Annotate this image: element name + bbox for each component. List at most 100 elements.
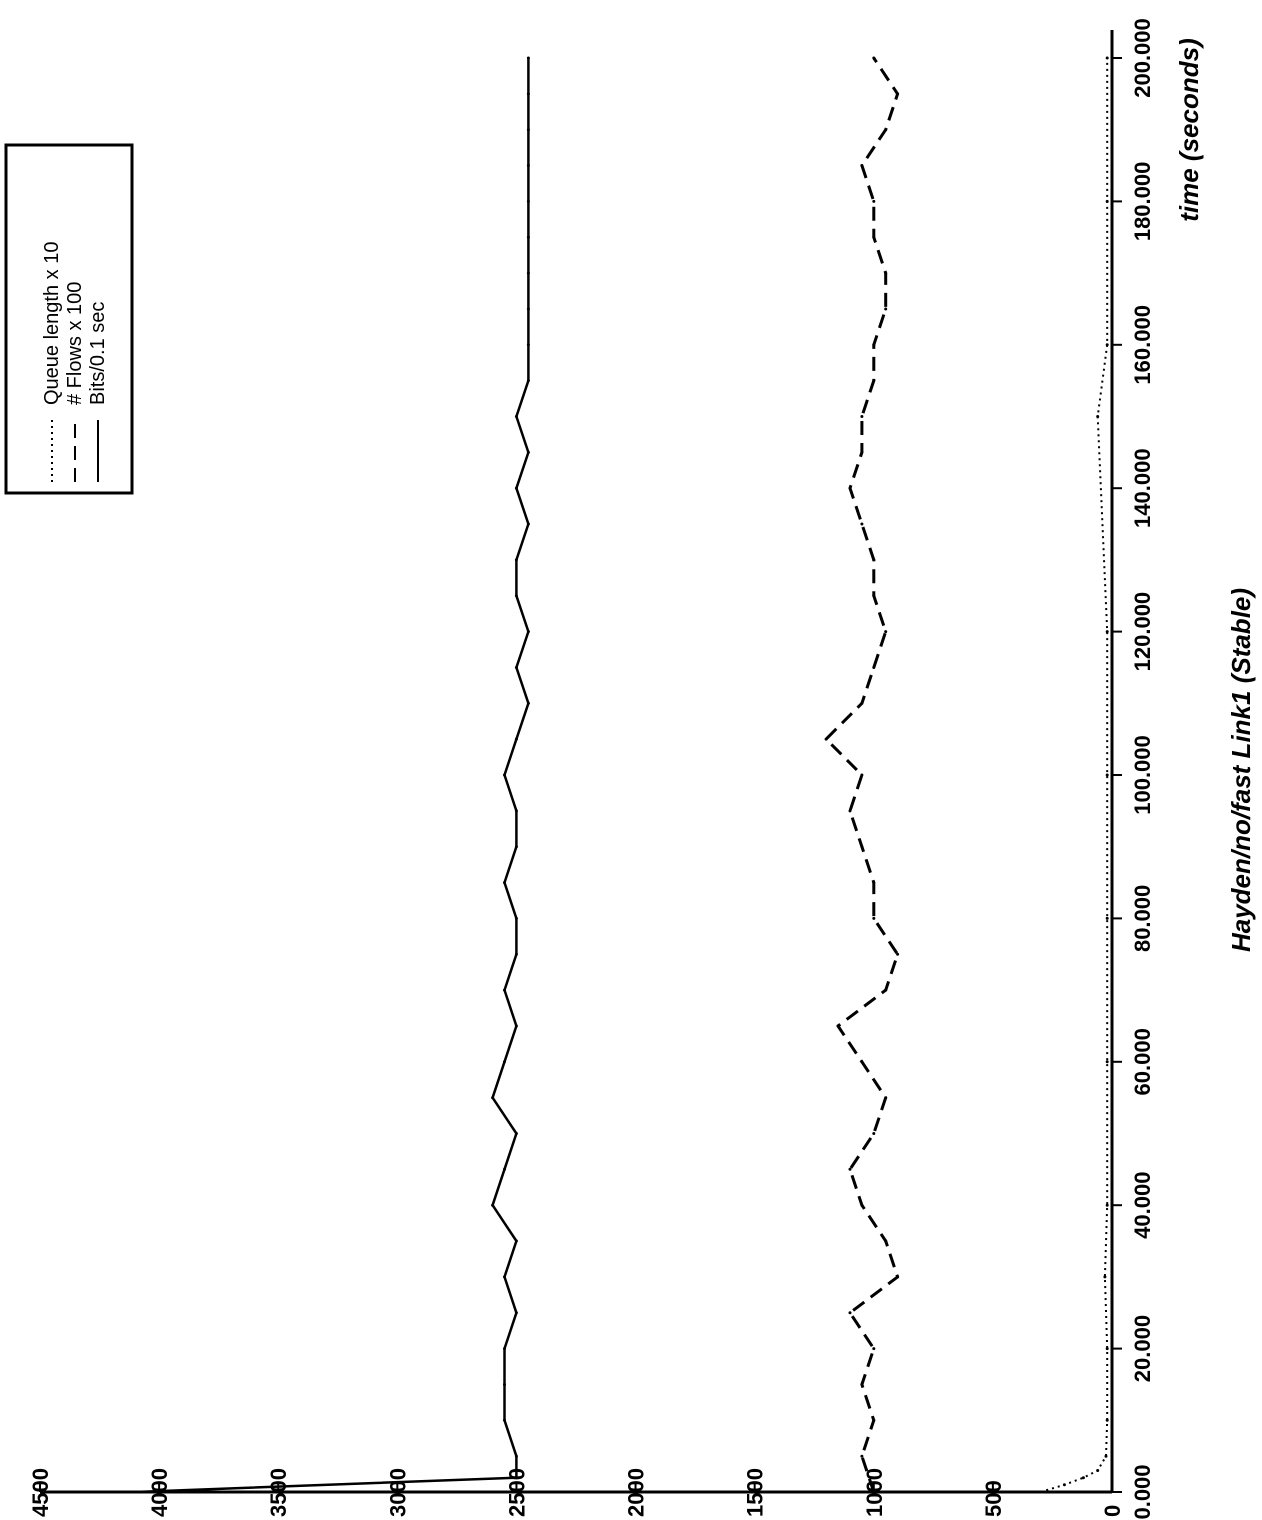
series-0-point xyxy=(1096,1469,1100,1472)
series-1-point xyxy=(872,379,876,383)
series-2-point xyxy=(514,666,518,669)
series-0-point xyxy=(1105,199,1109,203)
series-line-0 xyxy=(1040,58,1109,1493)
series-2-point xyxy=(514,1311,518,1315)
series-1-point xyxy=(896,1275,900,1279)
series-2-point xyxy=(514,737,518,741)
series-1-point xyxy=(884,630,888,634)
series-2-point xyxy=(503,1347,506,1351)
series-0-point xyxy=(1105,1203,1109,1207)
series-2-point xyxy=(514,1132,518,1135)
series-2-point xyxy=(503,1167,506,1171)
series-2-point xyxy=(514,486,518,490)
value-tick-label: 3500 xyxy=(266,1468,291,1517)
series-2-point xyxy=(514,415,518,418)
series-2-point xyxy=(526,235,530,239)
time-tick-label: 0.000 xyxy=(1130,1464,1155,1519)
series-2-point xyxy=(526,128,530,132)
series-1-point xyxy=(872,666,876,669)
legend: Queue length x 10 # Flows x 100 Bits/0.1… xyxy=(4,143,134,495)
value-tick-label: 3000 xyxy=(385,1468,410,1517)
series-1-point xyxy=(872,1418,876,1422)
series-2-point xyxy=(526,56,530,60)
series-1-point xyxy=(860,1454,864,1458)
series-2-point xyxy=(526,450,530,454)
series-2-point xyxy=(526,164,530,167)
x-axis-title: time (seconds) xyxy=(1174,38,1204,222)
time-tick-label: 100.000 xyxy=(1130,735,1155,815)
series-1-point xyxy=(860,1203,864,1207)
series-2-point xyxy=(514,1239,518,1243)
time-tick-label: 140.000 xyxy=(1130,448,1155,528)
legend-label-flows: # Flows x 100 xyxy=(64,282,86,405)
series-2-point xyxy=(503,1383,506,1386)
value-tick-label: 500 xyxy=(981,1480,1006,1517)
series-2-point xyxy=(526,307,530,311)
time-tick-label: 120.000 xyxy=(1130,592,1155,672)
series-0-point xyxy=(1039,1490,1042,1494)
series-2-point xyxy=(526,92,530,96)
value-tick-label: 2000 xyxy=(624,1468,649,1517)
legend-label-bits: Bits/0.1 sec xyxy=(87,302,109,405)
time-tick-label: 40.000 xyxy=(1130,1172,1155,1239)
time-tick-label: 60.000 xyxy=(1130,1028,1155,1095)
series-1-point xyxy=(884,1096,888,1100)
series-2-point xyxy=(526,343,530,347)
series-2-point xyxy=(503,988,506,992)
series-2-point xyxy=(514,1454,518,1458)
series-2-point xyxy=(514,952,518,956)
series-1-point xyxy=(872,199,876,203)
series-0-point xyxy=(1081,1476,1085,1480)
series-2-point xyxy=(503,881,506,885)
series-2-point xyxy=(503,773,506,777)
series-2-point xyxy=(514,845,518,849)
series-1-point xyxy=(848,809,852,813)
value-tick-label: 4500 xyxy=(28,1468,53,1517)
series-1-point xyxy=(860,522,864,526)
series-2-point xyxy=(514,1476,518,1480)
series-2-point xyxy=(526,379,530,383)
series-1-point xyxy=(860,450,864,454)
series-line-1 xyxy=(824,57,900,1493)
series-1-point xyxy=(896,952,900,956)
series-1-point xyxy=(872,1132,876,1135)
series-1-point xyxy=(824,737,828,741)
series-0-point xyxy=(1105,630,1109,634)
series-0-point xyxy=(1105,56,1109,60)
series-1-point xyxy=(860,701,864,705)
series-2-point xyxy=(514,558,518,562)
series-0-point xyxy=(1104,1454,1108,1458)
time-tick-label: 80.000 xyxy=(1130,885,1155,952)
series-2-point xyxy=(514,809,518,813)
series-1-point xyxy=(872,558,876,562)
series-1-point xyxy=(860,773,864,777)
series-1-point xyxy=(860,845,864,849)
legend-label-queue: Queue length x 10 xyxy=(41,242,63,405)
time-tick-label: 160.000 xyxy=(1130,305,1155,385)
series-1-point xyxy=(872,594,876,598)
series-2-point xyxy=(526,199,530,203)
series-1-point xyxy=(884,988,888,992)
series-0-point xyxy=(1105,1347,1109,1351)
series-1-point xyxy=(860,1383,864,1386)
series-2-point xyxy=(503,1418,506,1422)
series-1-point xyxy=(872,343,876,347)
series-1-point xyxy=(872,881,876,885)
series-1-point xyxy=(884,271,888,275)
series-1-point xyxy=(848,1167,852,1171)
series-2-point xyxy=(526,701,530,705)
series-0-point xyxy=(1062,1483,1066,1487)
series-2-point xyxy=(526,630,530,634)
series-1-point xyxy=(884,307,888,311)
series-1-point xyxy=(860,415,864,418)
series-1-point xyxy=(836,1024,840,1028)
series-1-point xyxy=(860,1060,864,1064)
chart-title: Hayden/no/fast Link1 (Stable) xyxy=(1226,588,1256,952)
series-1-point xyxy=(896,92,900,96)
series-1-point xyxy=(848,1311,852,1315)
series-1-point xyxy=(872,916,876,920)
series-0-point xyxy=(1103,1275,1107,1279)
series-1-point xyxy=(872,1490,876,1494)
